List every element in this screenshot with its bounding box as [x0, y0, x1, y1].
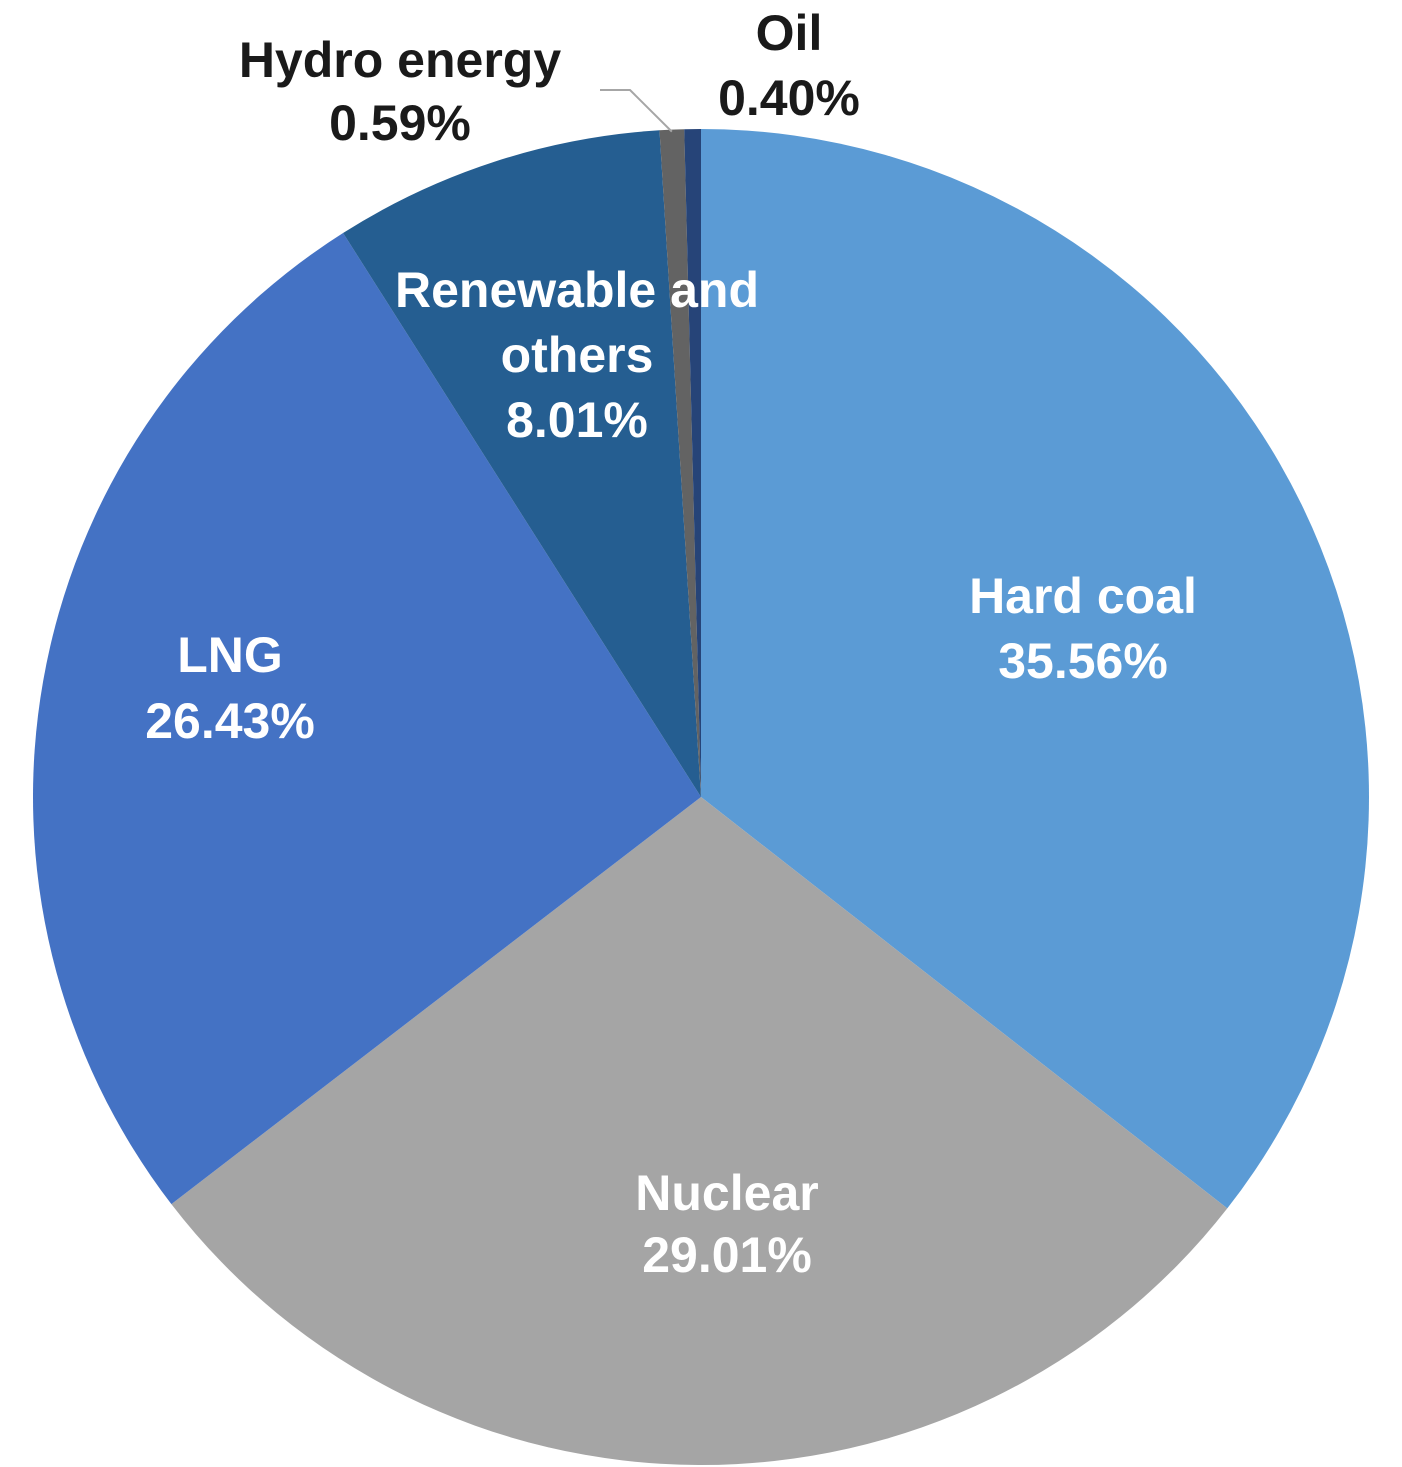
slice-value-lng: 26.43% — [145, 693, 315, 749]
pie-slice-hydro-energy — [659, 129, 701, 798]
pie-slice-lng — [33, 232, 702, 1205]
pie-slice-renewable-and-others — [343, 130, 701, 797]
slice-label-hard-coal: Hard coal — [969, 568, 1197, 624]
pie-slices — [33, 129, 1370, 1465]
slice-labels: Hard coal 35.56% Nuclear 29.01% LNG 26.43% Ren… — [145, 5, 1197, 1283]
slice-value-nuclear: 29.01% — [642, 1227, 812, 1283]
slice-value-hydro-energy: 0.59% — [329, 95, 471, 151]
slice-label-lng: LNG — [177, 627, 283, 683]
leader-line-hydro-energy — [600, 89, 673, 133]
pie-slice-nuclear — [171, 797, 1228, 1465]
slice-value-renewable-and-others: 8.01% — [506, 392, 648, 448]
pie-slice-hard-coal — [701, 129, 1370, 1209]
slice-value-oil: 0.40% — [718, 70, 860, 126]
slice-label-hydro-energy: Hydro energy — [239, 32, 562, 88]
pie-slice-oil — [684, 129, 701, 797]
slice-label-nuclear: Nuclear — [635, 1165, 818, 1221]
slice-label-renewable-and-others: Renewable and others — [395, 262, 759, 383]
slice-label-oil: Oil — [756, 5, 823, 61]
leader-lines — [600, 89, 673, 133]
slice-value-hard-coal: 35.56% — [998, 633, 1168, 689]
